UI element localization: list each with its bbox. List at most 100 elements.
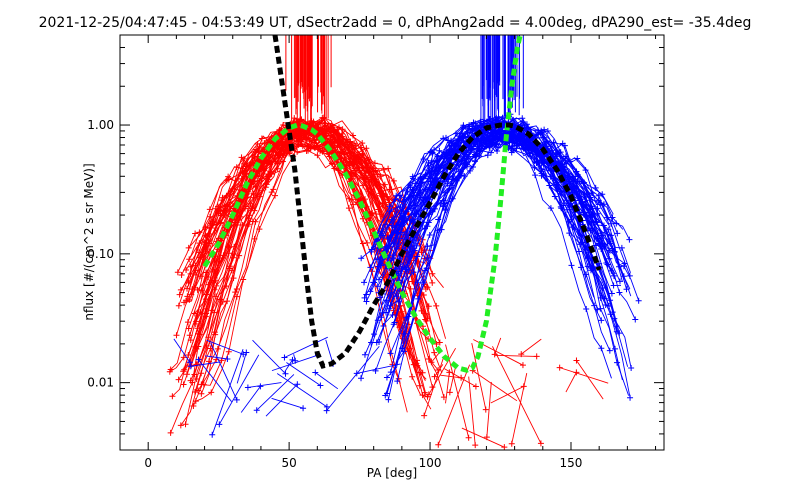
blue-series-marker bbox=[463, 149, 470, 156]
red-series-marker bbox=[180, 381, 187, 388]
red-series-marker bbox=[312, 124, 319, 131]
red-series-marker bbox=[166, 368, 173, 375]
blue-series-marker bbox=[414, 279, 421, 286]
blue-series-marker bbox=[568, 262, 575, 269]
blue-series-marker bbox=[385, 396, 392, 403]
blue-series-marker bbox=[422, 267, 429, 274]
blue-series-floor-trace bbox=[205, 355, 228, 360]
blue-series-marker bbox=[506, 139, 513, 146]
blue-series-floor-marker bbox=[312, 369, 319, 376]
red-series-marker bbox=[322, 128, 329, 135]
red-series-trace bbox=[200, 126, 426, 385]
blue-series-marker bbox=[598, 345, 605, 352]
blue-series-marker bbox=[589, 211, 596, 218]
blue-series-floor-marker bbox=[216, 421, 223, 428]
blue-series-floor-trace bbox=[326, 345, 380, 411]
red-series-marker bbox=[407, 285, 414, 292]
blue-series-marker bbox=[543, 138, 550, 145]
red-series-marker bbox=[251, 235, 258, 242]
x-axis-label: PA [deg] bbox=[367, 466, 417, 480]
red-series-marker bbox=[198, 370, 205, 377]
blue-series-marker bbox=[428, 157, 435, 164]
red-series-marker bbox=[348, 169, 355, 176]
blue-series-marker bbox=[426, 196, 433, 203]
red-series-marker bbox=[238, 176, 245, 183]
red-series-floor-trace bbox=[494, 337, 502, 355]
red-series-marker bbox=[386, 186, 393, 193]
x-tick-label: 0 bbox=[144, 456, 152, 470]
red-series-marker bbox=[364, 239, 371, 246]
blue-series-marker bbox=[386, 234, 393, 241]
blue-series-marker bbox=[614, 359, 621, 366]
red-series-floor-trace bbox=[431, 353, 440, 363]
blue-series-marker bbox=[388, 222, 395, 229]
blue-series-marker bbox=[583, 305, 590, 312]
red-series-marker bbox=[224, 201, 231, 208]
red-series-marker bbox=[258, 171, 265, 178]
red-series-floor-trace bbox=[428, 347, 457, 395]
blue-series-marker bbox=[567, 158, 574, 165]
blue-series-floor-trace bbox=[236, 352, 247, 384]
blue-series-marker bbox=[373, 339, 380, 346]
red-series-trace bbox=[194, 127, 428, 319]
blue-series-marker bbox=[578, 178, 585, 185]
red-series-marker bbox=[203, 269, 210, 276]
red-series-trace bbox=[190, 130, 414, 366]
red-series-marker bbox=[363, 145, 370, 152]
red-series-marker bbox=[167, 429, 174, 436]
blue-series-marker bbox=[393, 192, 400, 199]
blue-series-floor-trace bbox=[206, 339, 244, 355]
blue-series-marker bbox=[595, 197, 602, 204]
green-fit-curve bbox=[202, 35, 523, 373]
red-series-marker bbox=[252, 218, 259, 225]
blue-series-floor-marker bbox=[281, 354, 288, 361]
red-series-marker bbox=[270, 186, 277, 193]
red-series-marker bbox=[183, 266, 190, 273]
blue-series-marker bbox=[559, 140, 566, 147]
blue-series-floor-trace bbox=[210, 342, 238, 401]
blue-series-marker bbox=[620, 263, 627, 270]
blue-series-marker bbox=[596, 260, 603, 267]
blue-series-marker bbox=[510, 116, 517, 123]
red-series-marker bbox=[385, 165, 392, 172]
blue-series-marker bbox=[606, 347, 613, 354]
red-series-floor-marker bbox=[533, 353, 540, 360]
blue-series-trace bbox=[401, 133, 632, 369]
red-series-marker bbox=[345, 205, 352, 212]
red-series-marker bbox=[347, 170, 354, 177]
blue-series-floor-trace bbox=[356, 363, 401, 374]
blue-series-marker bbox=[385, 245, 392, 252]
red-series-marker bbox=[214, 345, 221, 352]
red-series-marker bbox=[280, 121, 287, 128]
red-series-marker bbox=[366, 182, 373, 189]
blue-series-marker bbox=[386, 305, 393, 312]
red-series-marker bbox=[182, 297, 189, 304]
blue-series-marker bbox=[401, 330, 408, 337]
red-series-marker bbox=[314, 152, 321, 159]
blue-series-marker bbox=[587, 203, 594, 210]
blue-series-marker bbox=[389, 312, 396, 319]
red-series-marker bbox=[178, 271, 185, 278]
red-series-floor-marker bbox=[431, 373, 438, 380]
blue-series-group bbox=[173, 35, 642, 438]
red-series-floor-marker bbox=[472, 383, 479, 390]
blue-series-floor-marker bbox=[292, 357, 299, 364]
red-series-marker bbox=[295, 125, 302, 132]
blue-series-marker bbox=[374, 283, 381, 290]
red-series-marker bbox=[409, 373, 416, 380]
blue-series-marker bbox=[405, 267, 412, 274]
red-series-marker bbox=[198, 381, 205, 388]
blue-series-marker bbox=[467, 167, 474, 174]
red-series-marker bbox=[220, 207, 227, 214]
blue-series-marker bbox=[570, 212, 577, 219]
red-series-floor-marker bbox=[428, 359, 435, 366]
blue-series-marker bbox=[394, 378, 401, 385]
red-series-floor-trace bbox=[445, 372, 450, 404]
red-series-marker bbox=[360, 182, 367, 189]
red-series-floor-marker bbox=[519, 362, 526, 369]
blue-series-marker bbox=[618, 244, 625, 251]
blue-series-floor-trace bbox=[284, 336, 328, 358]
y-tick-label: 1.00 bbox=[87, 118, 114, 132]
red-series-marker bbox=[298, 116, 305, 123]
red-series-marker bbox=[211, 329, 218, 336]
